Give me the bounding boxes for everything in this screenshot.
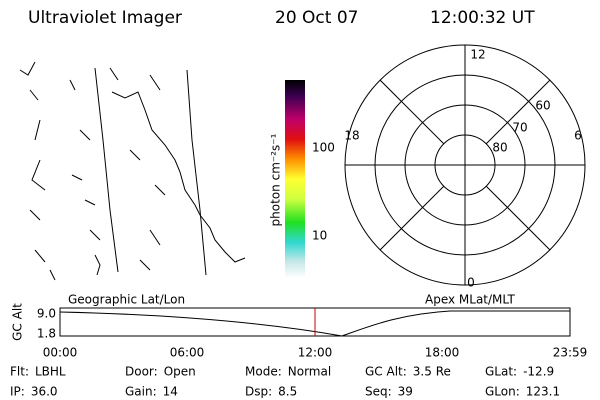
time-label: 18:00 xyxy=(425,346,460,360)
status-label: GLon: xyxy=(485,385,520,399)
status-value: Open xyxy=(164,365,196,379)
lat-label: 60 xyxy=(535,99,550,113)
time-label: 12:00 xyxy=(298,346,333,360)
mlt-label: 6 xyxy=(574,129,582,143)
status-value: -12.9 xyxy=(523,365,554,379)
status-label: Door: xyxy=(125,365,158,379)
coastline-map xyxy=(19,61,246,281)
mlt-label: 12 xyxy=(470,48,485,62)
status-label: GC Alt: xyxy=(365,365,407,379)
timeline-axis-label: GC Alt xyxy=(11,303,25,341)
lat-label: 70 xyxy=(512,121,527,135)
status-panel: Flt: LBHL Door: Open Mode: Normal GC Alt: 3.5 R… xyxy=(10,365,560,399)
mlt-label: 0 xyxy=(467,276,475,290)
lat-label: 80 xyxy=(492,141,507,155)
timeline-y-label: 1.8 xyxy=(37,327,56,341)
status-value: 123.1 xyxy=(526,385,560,399)
time-label: 00:00 xyxy=(43,346,78,360)
status-label: Gain: xyxy=(125,385,157,399)
status-label: Mode: xyxy=(245,365,282,379)
instrument-title: Ultraviolet Imager xyxy=(28,8,182,28)
status-label: Dsp: xyxy=(245,385,272,399)
polar-grid xyxy=(344,44,586,286)
colorbar-tick: 10 xyxy=(312,229,327,243)
time: 12:00:32 UT xyxy=(430,8,535,28)
status-label: Seq: xyxy=(365,385,392,399)
status-label: GLat: xyxy=(485,365,517,379)
colorbar-unit: photon cm⁻²s⁻¹ xyxy=(269,133,283,226)
colorbar xyxy=(285,80,305,278)
status-value: Normal xyxy=(288,365,331,379)
status-value: 36.0 xyxy=(31,385,58,399)
status-label: IP: xyxy=(10,385,25,399)
status-value: 8.5 xyxy=(278,385,297,399)
timeline-y-label: 9.0 xyxy=(37,307,56,321)
colorbar-tick: 100 xyxy=(312,141,335,155)
time-label: 06:00 xyxy=(170,346,205,360)
status-value: 3.5 Re xyxy=(413,365,451,379)
status-value: LBHL xyxy=(35,365,66,379)
time-label: 23:59 xyxy=(553,346,588,360)
altitude-curve xyxy=(59,310,570,337)
timeline-right-title: Apex MLat/MLT xyxy=(425,293,515,307)
status-label: Flt: xyxy=(10,365,29,379)
timeline-left-title: Geographic Lat/Lon xyxy=(68,293,185,307)
date: 20 Oct 07 xyxy=(275,8,358,28)
mlt-label: 18 xyxy=(344,129,359,143)
status-value: 14 xyxy=(163,385,178,399)
status-value: 39 xyxy=(398,385,413,399)
